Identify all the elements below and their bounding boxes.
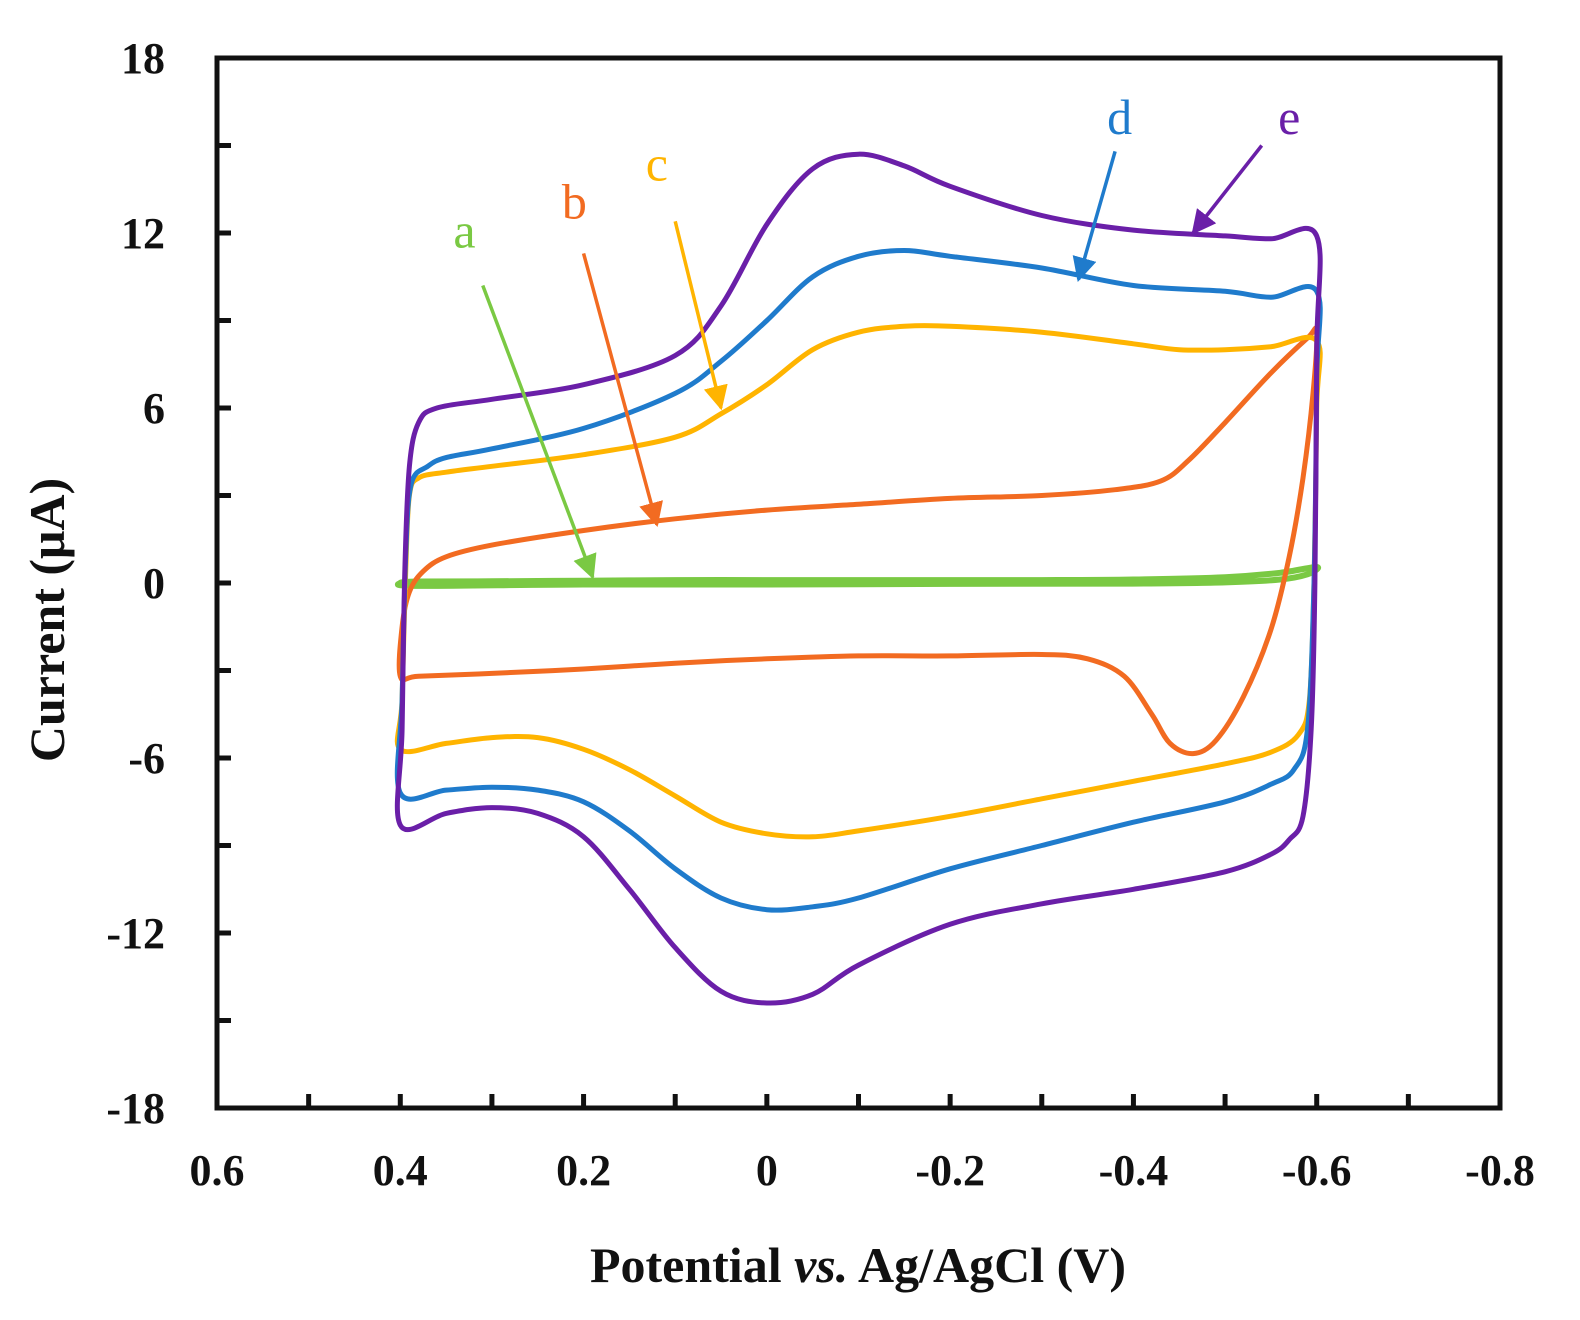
x-tick-label: 0.4 [373,1146,428,1195]
curve-label-d: d [1107,89,1132,145]
curve-label-b: b [562,173,587,229]
curve-arrow-d [1072,150,1117,283]
x-tick-label: -0.2 [915,1146,985,1195]
y-tick-label: 6 [143,384,165,433]
x-tick-label: -0.4 [1099,1146,1169,1195]
cv-curve-e [394,151,1323,1006]
data-series [394,151,1323,1006]
curve-arrow-b [581,252,663,528]
curve-arrow-a [481,284,597,580]
x-tick-label: -0.6 [1282,1146,1352,1195]
y-tick-label: 18 [121,34,165,83]
y-tick-label: 0 [143,559,165,608]
y-tick-label: -12 [106,909,165,958]
x-tick-label: 0.6 [190,1146,245,1195]
y-axis-ticks: 18 12 6 0 -6 -12 -18 [106,34,231,1133]
x-axis-ticks: 0.6 0.4 0.2 0 -0.2 -0.4 -0.6 -0.8 [190,1094,1535,1195]
x-tick-label: -0.8 [1465,1146,1535,1195]
x-axis-title: Potential vs. Ag/AgCl (V) [590,1237,1126,1293]
x-tick-label: 0.2 [556,1146,611,1195]
y-tick-label: -18 [106,1084,165,1133]
y-tick-label: -6 [128,734,165,783]
cv-curve-a [395,564,1322,589]
y-axis-title: Current (μA) [19,478,75,762]
curve-label-e: e [1278,89,1300,145]
cv-curve-b [396,325,1320,757]
curve-arrow-e [1191,144,1264,235]
curve-annotations: a b c d e [453,89,1300,580]
curve-arrow-c [673,220,728,411]
y-tick-label: 12 [121,209,165,258]
x-tick-label: 0 [756,1146,778,1195]
curve-label-a: a [453,203,475,259]
curve-label-c: c [646,136,668,192]
